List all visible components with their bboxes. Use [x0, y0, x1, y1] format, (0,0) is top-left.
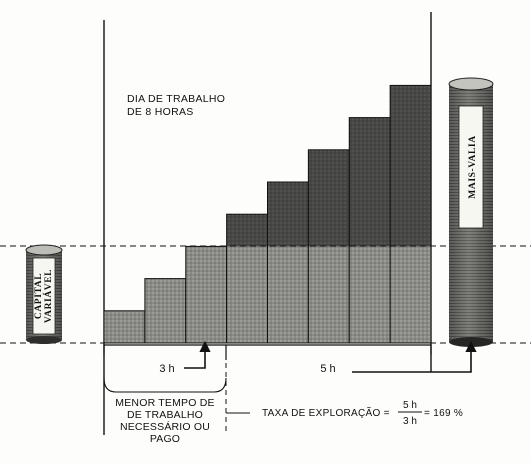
bar-surplus-segment	[267, 182, 309, 247]
hour-bar-4	[226, 213, 268, 344]
capital-variable-coin-roll: CAPITAL VARIÁVEL	[25, 244, 63, 344]
hour-bar-8	[389, 84, 432, 344]
bar-paid-segment	[104, 310, 145, 343]
bar-paid-segment	[226, 246, 268, 343]
exploitation-rate-label: TAXA DE EXPLORAÇÃO =	[262, 406, 390, 419]
formula-numerator: 5 h	[403, 400, 417, 411]
capital-label-line-2: VARIÁVEL	[42, 269, 54, 323]
bar-paid-segment	[390, 246, 431, 343]
workday-heading-line-2: DE 8 HORAS	[127, 106, 194, 118]
surplus-value-coin-roll: MAIS-VALIA	[448, 77, 494, 347]
hour-bar-2	[144, 278, 187, 344]
hour-bar-6	[307, 149, 350, 344]
necessary-note-line-4: PAGO	[150, 433, 180, 445]
surplus-arrow	[352, 340, 477, 373]
capital-label-line-1: CAPITAL	[34, 273, 44, 319]
bar-paid-segment	[267, 246, 309, 343]
duration-bracket	[103, 344, 432, 355]
necessary-duration-label: 3 h	[159, 363, 174, 375]
bar-surplus-segment	[390, 85, 431, 247]
surplus-duration-label: 5 h	[320, 363, 335, 375]
necessary-arrow	[184, 340, 211, 369]
hour-bar-5	[267, 181, 309, 344]
bar-surplus-segment	[226, 214, 268, 247]
bar-paid-segment	[349, 246, 391, 343]
formula-denominator: 3 h	[403, 416, 417, 427]
workday-heading-line-1: DIA DE TRABALHO	[127, 93, 225, 105]
necessary-note-bracket	[103, 377, 227, 393]
hour-bar-7	[348, 117, 391, 344]
necessary-note-line-3: NECESSÁRIO OU	[120, 420, 210, 433]
hour-bar-1	[103, 310, 146, 344]
hour-bar-3	[185, 245, 228, 344]
bar-paid-segment	[308, 246, 350, 343]
surplus-roll-label: MAIS-VALIA	[468, 135, 478, 198]
hour-bars	[103, 84, 432, 344]
bar-paid-segment	[185, 246, 227, 343]
necessary-note-line-1: MENOR TEMPO DE	[115, 397, 214, 409]
bar-surplus-segment	[308, 149, 350, 247]
necessary-note-line-2: DE TRABALHO	[127, 409, 203, 421]
formula-result: = 169 %	[424, 408, 463, 419]
bar-surplus-segment	[349, 117, 391, 247]
bar-paid-segment	[144, 278, 186, 343]
